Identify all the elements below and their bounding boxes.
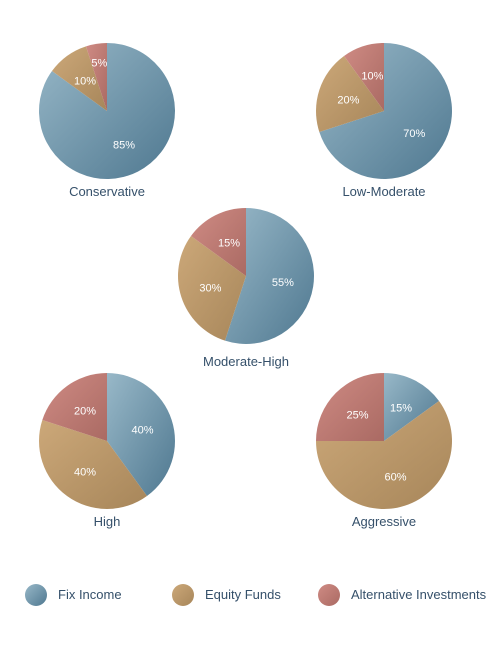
slice-label: 30% — [199, 283, 221, 295]
slice-label: 15% — [390, 403, 412, 415]
slice-label: 70% — [403, 128, 425, 140]
pie-chart-title: High — [94, 514, 121, 529]
pie-slice-alternative-investments — [344, 43, 384, 111]
slice-label: 15% — [218, 238, 240, 250]
pie-chart-4: 15% 60% 25% Aggressive — [316, 373, 452, 529]
pie-slice-fix-income — [384, 373, 440, 441]
pie-slice-alternative-investments — [85, 43, 107, 111]
slice-label: 20% — [74, 406, 96, 418]
pie-slice-alternative-investments — [42, 373, 107, 441]
legend-label-equity-funds: Equity Funds — [205, 587, 281, 602]
pie-chart-title: Conservative — [69, 184, 145, 199]
slice-label: 85% — [113, 139, 135, 151]
pie-chart-3: 40% 40% 20% High — [39, 373, 175, 529]
pie-chart-title: Aggressive — [352, 514, 416, 529]
pie-slice-equity-funds — [316, 401, 452, 509]
legend-label-alternative-investments: Alternative Investments — [351, 587, 487, 602]
slice-label: 20% — [337, 94, 359, 106]
pie-slice-equity-funds — [177, 236, 246, 341]
pie-slice-fix-income — [107, 373, 175, 497]
pie-slice-alternative-investments — [190, 208, 246, 276]
slice-label: 10% — [361, 70, 383, 82]
slice-label: 40% — [74, 466, 96, 478]
legend-swatch-equity-funds — [172, 584, 194, 606]
pie-slice-equity-funds — [316, 55, 384, 133]
slice-label: 55% — [272, 277, 294, 289]
pie-charts-group: 85%10%5%Conservative70%20%10%Low-Moderat… — [38, 43, 452, 529]
slice-label: 10% — [74, 76, 96, 88]
pie-slice-alternative-investments — [316, 373, 384, 441]
pie-chart-1: 70% 20%10% Low-Moderate — [316, 43, 452, 199]
slice-label: 40% — [132, 424, 154, 436]
legend-label-fix-income: Fix Income — [58, 587, 122, 602]
pie-chart-2: 55% 30% 15% Moderate-High — [177, 208, 315, 369]
pie-slice-fix-income — [38, 43, 176, 179]
slice-label: 60% — [385, 472, 407, 484]
pie-slice-fix-income — [319, 43, 452, 179]
pie-slice-equity-funds — [39, 419, 147, 509]
slice-label: 5% — [91, 58, 107, 70]
pie-chart-title: Moderate-High — [203, 354, 289, 369]
legend-swatch-fix-income — [25, 584, 47, 606]
legend: Fix Income Equity Funds Alternative Invest… — [25, 584, 487, 606]
pie-chart-0: 85% 10% 5% Conservative — [38, 43, 176, 199]
pie-chart-title: Low-Moderate — [342, 184, 425, 199]
legend-swatch-alternative-investments — [318, 584, 340, 606]
pie-slice-equity-funds — [51, 46, 107, 111]
slice-label: 25% — [347, 410, 369, 422]
pie-slice-fix-income — [224, 208, 315, 344]
